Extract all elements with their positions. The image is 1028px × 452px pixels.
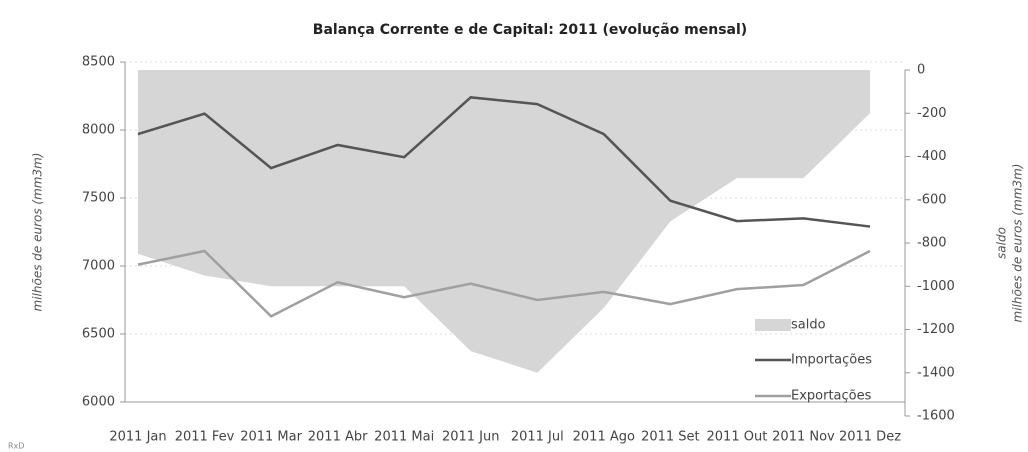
legend-label: Importações bbox=[791, 353, 872, 368]
x-tick-label: 2011 Jan bbox=[109, 430, 166, 445]
x-tick-label: 2011 Set bbox=[641, 430, 700, 445]
y2-axis-title: milhões de euros (mm3m) bbox=[1011, 164, 1025, 323]
x-tick-label: 2011 Out bbox=[707, 430, 768, 445]
x-tick-label: 2011 Ago bbox=[573, 430, 635, 445]
x-tick-label: 2011 Jun bbox=[442, 430, 500, 445]
y-tick-label: 7000 bbox=[82, 259, 115, 274]
note: RxD bbox=[8, 442, 24, 451]
y2-tick-label: -400 bbox=[917, 149, 947, 164]
y2-tick-label: -1000 bbox=[917, 279, 955, 294]
area bbox=[138, 70, 870, 373]
y-tick-label: 8500 bbox=[82, 55, 115, 70]
chart-title: Balança Corrente e de Capital: 2011 (evo… bbox=[313, 22, 747, 38]
y2-tick-label: -1200 bbox=[917, 322, 955, 337]
x-tick-label: 2011 Fev bbox=[175, 430, 235, 445]
x-tick-label: 2011 Mar bbox=[240, 430, 302, 445]
y-tick-label: 6000 bbox=[82, 395, 115, 410]
legend-swatch bbox=[755, 319, 791, 331]
legend-label: saldo bbox=[791, 318, 826, 333]
y2-tick-label: -600 bbox=[917, 192, 947, 207]
x-tick-label: 2011 Jul bbox=[511, 430, 564, 445]
x-tick-label: 2011 Mai bbox=[374, 430, 434, 445]
x-tick-label: 2011 Abr bbox=[308, 430, 368, 445]
y-tick-label: 6500 bbox=[82, 327, 115, 342]
y-tick-label: 7500 bbox=[82, 191, 115, 206]
line bbox=[137, 96, 871, 228]
x-tick-label: 2011 Nov bbox=[772, 430, 835, 445]
y2-tick-label: -1600 bbox=[917, 409, 955, 424]
x-tick-label: 2011 Dez bbox=[839, 430, 901, 445]
legend-label: Exportações bbox=[791, 389, 872, 404]
y2-axis-title: saldo bbox=[995, 227, 1009, 259]
y2-tick-label: 0 bbox=[917, 63, 925, 78]
y2-tick-label: -1400 bbox=[917, 365, 955, 380]
y-axis-title: milhões de euros (mm3m) bbox=[31, 153, 45, 312]
y2-tick-label: -800 bbox=[917, 236, 947, 251]
line bbox=[137, 249, 871, 318]
y-tick-label: 8000 bbox=[82, 123, 115, 138]
y2-tick-label: -200 bbox=[917, 106, 947, 121]
